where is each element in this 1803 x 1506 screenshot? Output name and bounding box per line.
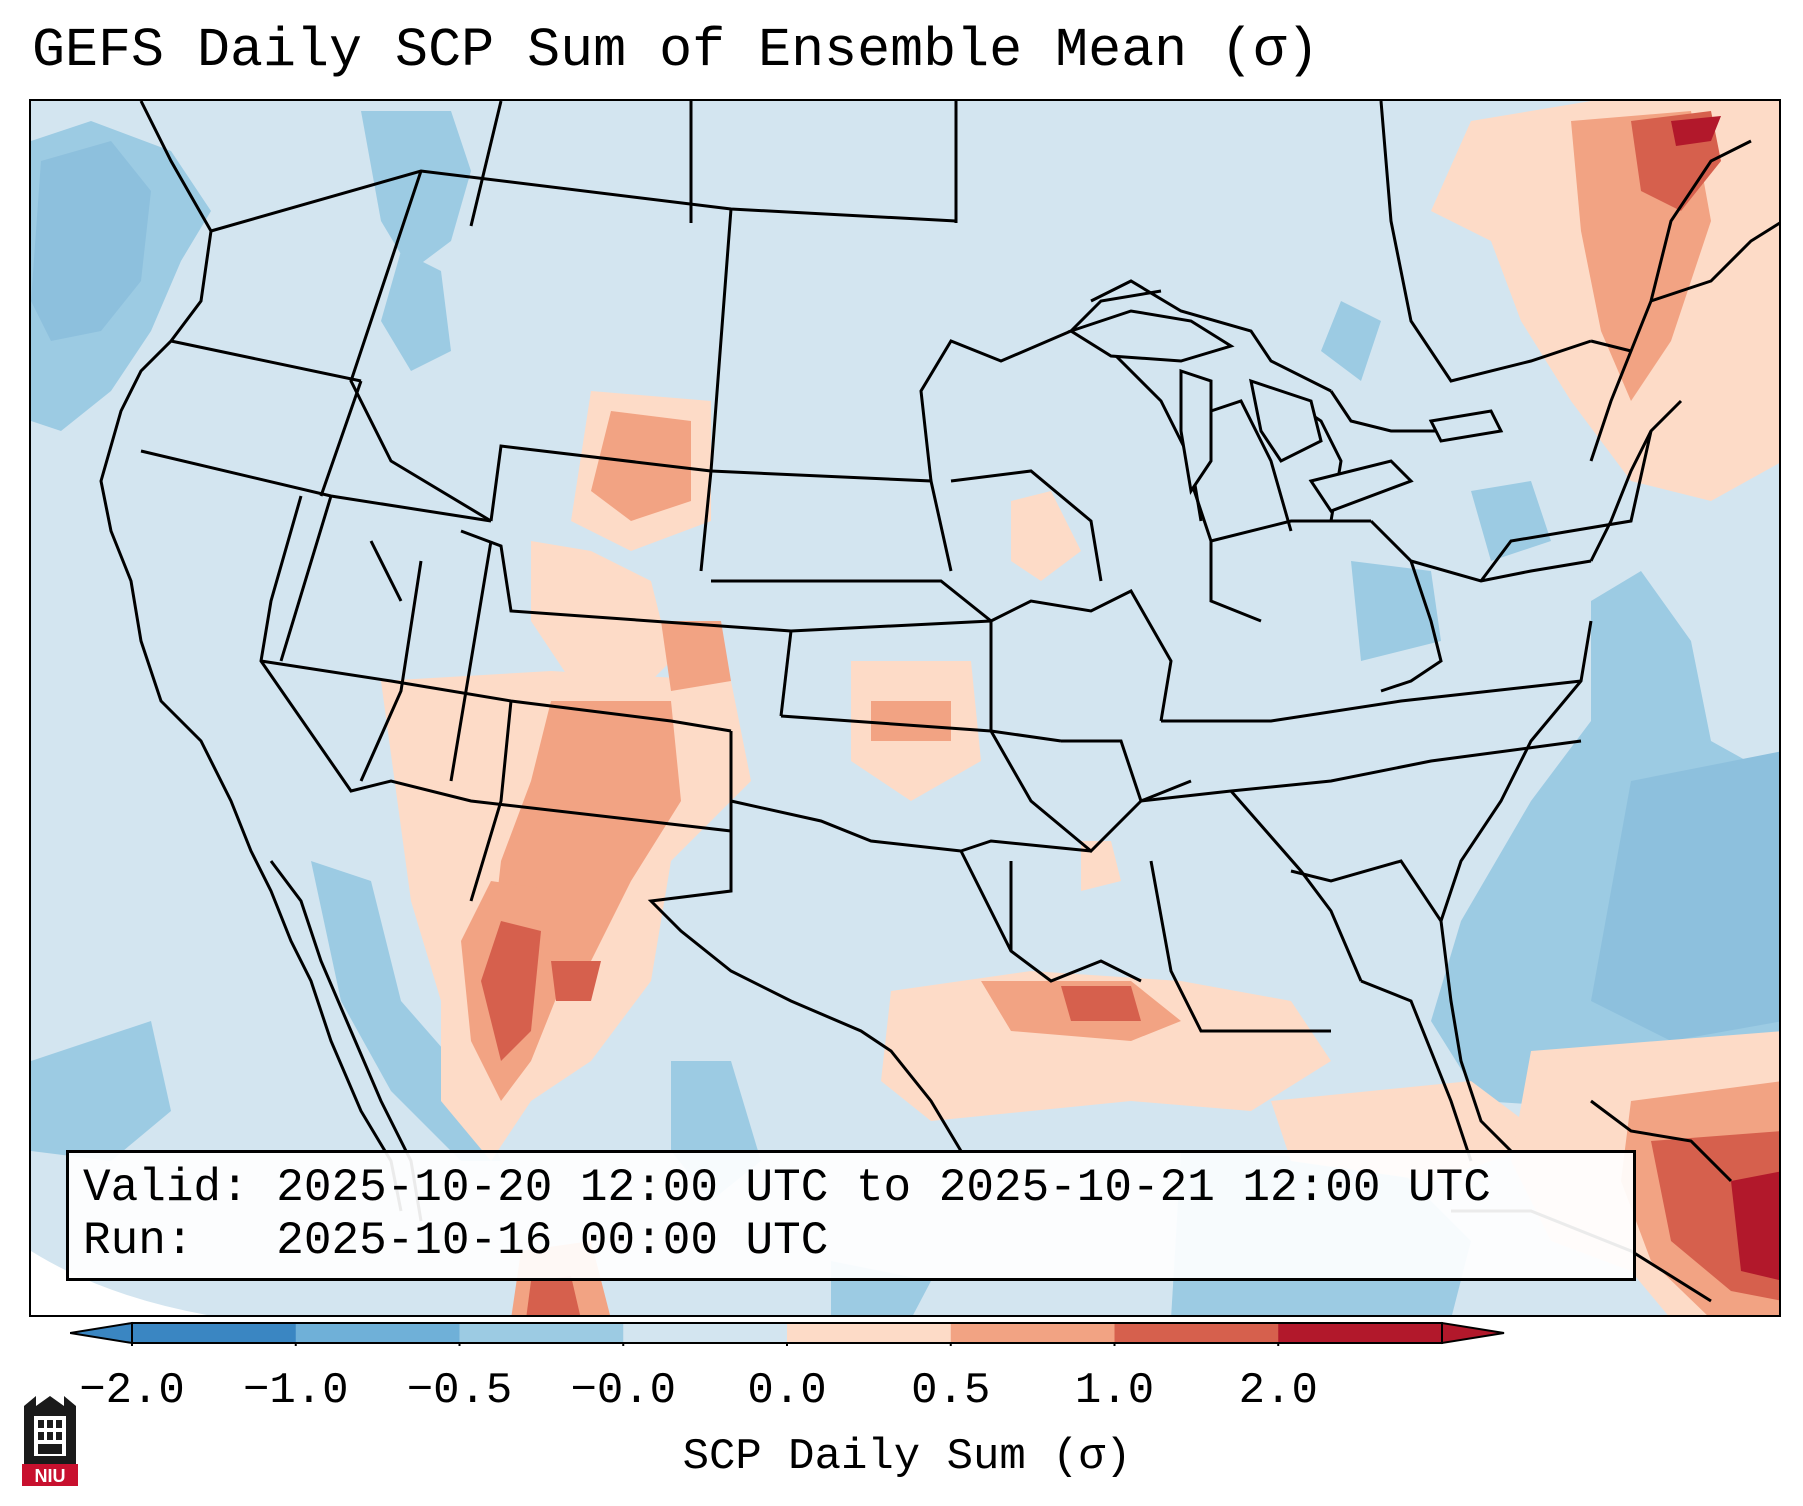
colorbar-segment: [787, 1323, 952, 1343]
boundary-lines: [99, 101, 1779, 1303]
colorbar-tick-label: 0.5: [911, 1366, 991, 1416]
colorbar-label: SCP Daily Sum (σ): [682, 1432, 1132, 1482]
valid-text: 2025-10-20 12:00 UTC to 2025-10-21 12:00…: [276, 1162, 1491, 1214]
colorbar-segments: [70, 1321, 1505, 1346]
colorbar: [70, 1321, 1505, 1346]
great-lakes: [1067, 309, 1504, 513]
lake-huron: [1249, 378, 1323, 463]
lake-ontario: [1428, 409, 1504, 443]
projection-edge: [31, 1251, 208, 1315]
colorbar-tick-label: −2.0: [79, 1366, 185, 1416]
colorbar-segment: [950, 1323, 1115, 1343]
colorbar-segment: [459, 1323, 624, 1343]
colorbar-segment: [623, 1323, 788, 1343]
lake-superior: [1067, 309, 1235, 363]
colorbar-segment: [1114, 1323, 1279, 1343]
niu-logo-icon: NIU: [20, 1394, 80, 1491]
valid-time-box: Valid: 2025-10-20 12:00 UTC to 2025-10-2…: [66, 1150, 1636, 1281]
colorbar-segment: [132, 1323, 297, 1343]
run-text: 2025-10-16 00:00 UTC: [276, 1215, 829, 1267]
colorbar-extend-low: [70, 1321, 133, 1345]
colorbar-tick-label: 0.0: [747, 1366, 827, 1416]
map-panel: [29, 99, 1781, 1317]
pacific-coastline: [99, 101, 403, 1212]
lake-michigan: [1179, 368, 1213, 495]
colorbar-tick-label: 2.0: [1238, 1366, 1318, 1416]
colorbar-extend-high: [1441, 1321, 1505, 1345]
run-label: Run:: [83, 1215, 194, 1267]
valid-label: Valid:: [83, 1162, 249, 1214]
colorbar-segment: [295, 1323, 460, 1343]
negative-anomaly-regions: [31, 111, 1779, 1315]
colorbar-tick-label: −1.0: [242, 1366, 349, 1416]
anomaly-field: [31, 101, 1779, 1315]
logo-text: NIU: [35, 1466, 66, 1486]
colorbar-tick-label: −0.0: [570, 1366, 677, 1416]
colorbar-tick-label: −0.5: [406, 1366, 513, 1416]
map-title: GEFS Daily SCP Sum of Ensemble Mean (σ): [32, 19, 1320, 82]
colorbar-segment: [1278, 1323, 1443, 1343]
colorbar-tick-label: 1.0: [1074, 1366, 1155, 1416]
lake-erie: [1308, 459, 1414, 513]
